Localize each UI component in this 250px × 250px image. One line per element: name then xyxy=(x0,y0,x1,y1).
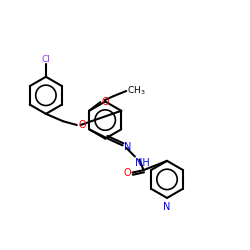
Text: N: N xyxy=(163,202,171,212)
Text: Cl: Cl xyxy=(42,56,50,64)
Text: CH$_3$: CH$_3$ xyxy=(128,85,146,97)
Text: O: O xyxy=(102,97,109,107)
Text: NH: NH xyxy=(136,158,150,168)
Text: N: N xyxy=(124,142,131,152)
Text: O: O xyxy=(124,168,131,177)
Text: O: O xyxy=(78,120,86,130)
